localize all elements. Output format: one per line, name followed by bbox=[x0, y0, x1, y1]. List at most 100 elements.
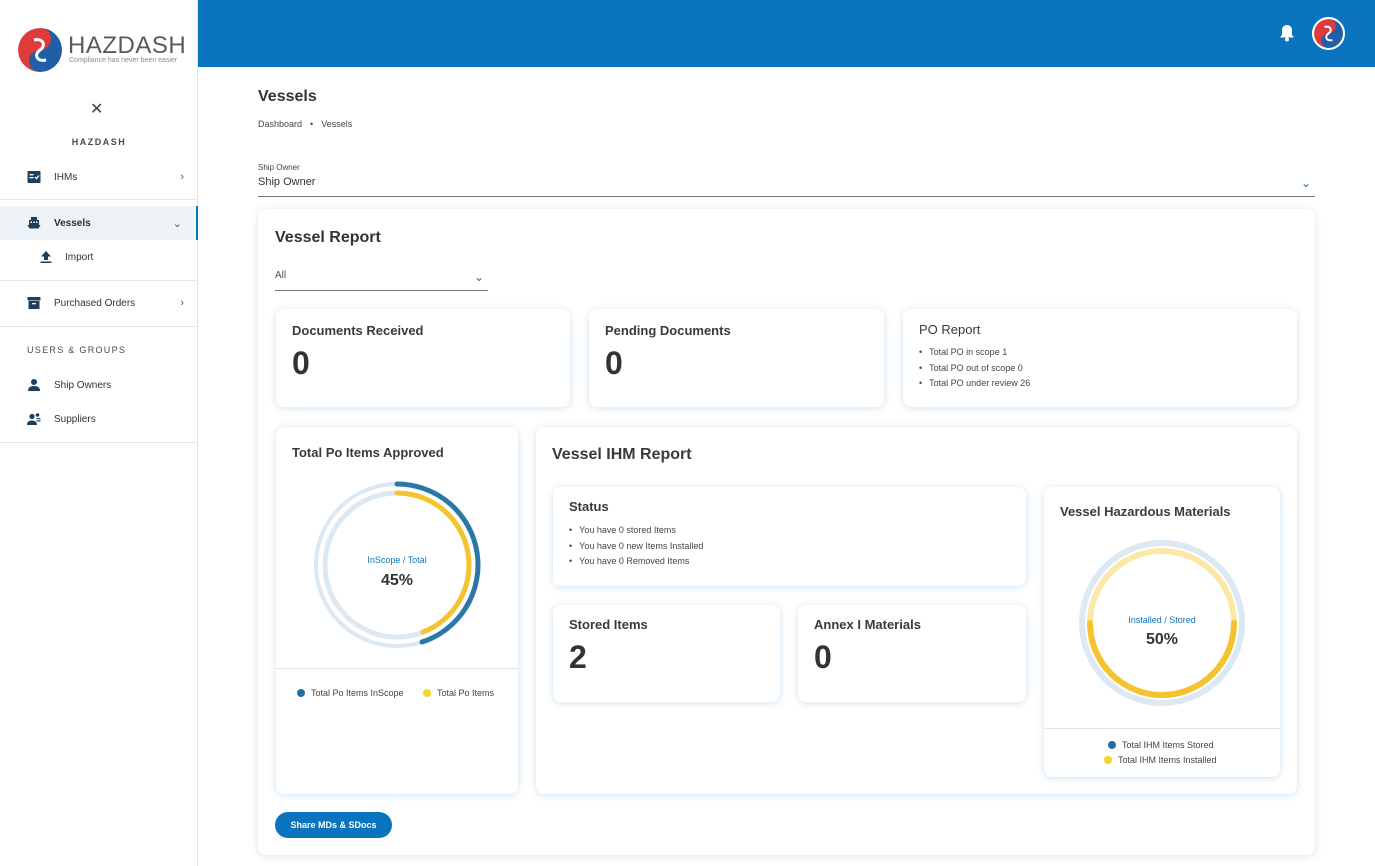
sidebar-divider bbox=[0, 199, 198, 200]
sidebar-divider bbox=[0, 442, 198, 443]
po-report-card: PO Report Total PO in scope 1 Total PO o… bbox=[903, 309, 1297, 407]
legend-dot bbox=[1108, 741, 1116, 749]
ship-owner-select-value: Ship Owner bbox=[258, 176, 316, 188]
breadcrumb-dashboard[interactable]: Dashboard bbox=[258, 119, 303, 129]
donut-track-outer bbox=[1079, 540, 1245, 706]
ship-owner-label: Ship Owner bbox=[258, 163, 300, 172]
chevron-down-icon: ⌄ bbox=[473, 270, 484, 284]
card-title: Vessel IHM Report bbox=[552, 446, 692, 463]
sidebar-item-label: Import bbox=[65, 251, 94, 263]
people-icon bbox=[27, 413, 41, 425]
hazardous-donut bbox=[1079, 540, 1245, 706]
logo-tagline: Compliance has never been easier bbox=[69, 57, 178, 64]
legend-dot bbox=[423, 689, 431, 697]
legend-dot bbox=[297, 689, 305, 697]
donut-center-label: Installed / Stored bbox=[1128, 615, 1196, 625]
card-divider bbox=[276, 668, 518, 669]
po-report-list: Total PO in scope 1 Total PO out of scop… bbox=[919, 345, 1030, 392]
ship-owner-select[interactable]: Ship Owner ⌄ bbox=[258, 176, 1315, 197]
sidebar-item-label: Purchased Orders bbox=[54, 297, 136, 309]
chevron-down-icon: ⌄ bbox=[1300, 176, 1311, 190]
po-items-donut bbox=[314, 481, 481, 648]
bell-icon[interactable] bbox=[1279, 24, 1295, 42]
card-title: Pending Documents bbox=[605, 323, 731, 338]
card-divider bbox=[1044, 728, 1280, 729]
vessel-report-title: Vessel Report bbox=[275, 229, 381, 246]
logo-text: HAZDASH bbox=[68, 32, 187, 59]
avatar[interactable] bbox=[1312, 17, 1345, 50]
donut-arc-total bbox=[394, 490, 472, 635]
card-value: 0 bbox=[292, 345, 310, 381]
chevron-down-icon: ⌄ bbox=[172, 217, 182, 230]
logo-mark-icon bbox=[18, 28, 62, 72]
top-header bbox=[198, 0, 1375, 67]
sidebar-brand-label: HAZDASH bbox=[71, 137, 127, 147]
donut-arc-installed bbox=[1087, 620, 1237, 698]
sidebar-item-ihms[interactable]: IHMs › bbox=[0, 160, 198, 194]
list-item: Total PO in scope 1 bbox=[919, 345, 1030, 361]
card-title: Status bbox=[569, 499, 609, 514]
report-filter-value: All bbox=[275, 270, 287, 281]
checklist-icon bbox=[27, 171, 41, 183]
card-title: Documents Received bbox=[292, 323, 424, 338]
sidebar: HAZDASH Compliance has never been easier… bbox=[0, 0, 198, 866]
list-item: You have 0 new Items Installed bbox=[569, 539, 703, 555]
legend-label: Total Po Items bbox=[437, 688, 495, 698]
chevron-right-icon: › bbox=[180, 171, 184, 183]
card-title: Vessel Hazardous Materials bbox=[1060, 504, 1231, 519]
page-title: Vessels bbox=[258, 88, 317, 105]
list-item: Total PO out of scope 0 bbox=[919, 361, 1030, 377]
breadcrumb: Dashboard • Vessels bbox=[258, 119, 352, 129]
sidebar-item-vessels[interactable]: Vessels ⌄ bbox=[0, 206, 198, 240]
sidebar-item-label: IHMs bbox=[54, 171, 78, 183]
card-value: 0 bbox=[605, 345, 623, 381]
donut-center-label: InScope / Total bbox=[367, 555, 427, 565]
breadcrumb-vessels: Vessels bbox=[321, 119, 353, 129]
sidebar-item-purchased-orders[interactable]: Purchased Orders › bbox=[0, 286, 198, 320]
section-label-users-groups: USERS & GROUPS bbox=[27, 345, 127, 355]
status-list: You have 0 stored Items You have 0 new I… bbox=[569, 523, 703, 570]
documents-received-card: Documents Received 0 bbox=[276, 309, 570, 407]
card-title: Stored Items bbox=[569, 617, 648, 632]
upload-icon bbox=[40, 251, 52, 263]
hazardous-materials-card: Vessel Hazardous Materials Installed / S… bbox=[1044, 487, 1280, 777]
pending-documents-card: Pending Documents 0 bbox=[589, 309, 884, 407]
po-items-approved-card: Total Po Items Approved InScope / Total … bbox=[276, 427, 518, 794]
legend-item-inscope: Total Po Items InScope bbox=[297, 688, 404, 698]
sidebar-item-suppliers[interactable]: Suppliers bbox=[0, 402, 198, 436]
legend-item-installed: Total IHM Items Installed bbox=[1104, 755, 1217, 765]
card-value: 0 bbox=[814, 639, 832, 675]
list-item: You have 0 stored Items bbox=[569, 523, 703, 539]
chevron-right-icon: › bbox=[180, 297, 184, 309]
legend-label: Total Po Items InScope bbox=[311, 688, 404, 698]
list-item: Total PO under review 26 bbox=[919, 376, 1030, 392]
card-title: PO Report bbox=[919, 322, 981, 337]
donut-arc-inscope bbox=[394, 481, 481, 645]
person-icon bbox=[28, 379, 40, 391]
sidebar-item-ship-owners[interactable]: Ship Owners bbox=[0, 368, 198, 402]
donut-center-value: 50% bbox=[1145, 631, 1179, 648]
sidebar-item-import[interactable]: Import bbox=[0, 240, 198, 274]
legend-dot bbox=[1104, 756, 1112, 764]
legend-label: Total IHM Items Stored bbox=[1122, 740, 1214, 750]
card-title: Total Po Items Approved bbox=[292, 445, 444, 460]
ship-icon bbox=[27, 217, 41, 229]
list-item: You have 0 Removed Items bbox=[569, 554, 703, 570]
donut-center-value: 45% bbox=[380, 572, 414, 589]
share-mds-sdocs-button[interactable]: Share MDs & SDocs bbox=[275, 812, 392, 838]
status-card: Status You have 0 stored Items You have … bbox=[553, 487, 1026, 586]
sidebar-item-label: Vessels bbox=[54, 217, 91, 229]
legend-item-total: Total Po Items bbox=[423, 688, 494, 698]
annex-materials-card: Annex I Materials 0 bbox=[798, 605, 1026, 702]
stored-items-card: Stored Items 2 bbox=[553, 605, 780, 702]
sidebar-divider bbox=[0, 326, 198, 327]
legend-item-stored: Total IHM Items Stored bbox=[1108, 740, 1214, 750]
breadcrumb-separator: • bbox=[310, 119, 314, 129]
close-icon[interactable]: ✕ bbox=[90, 101, 104, 118]
archive-icon bbox=[27, 297, 41, 309]
sidebar-item-label: Suppliers bbox=[54, 413, 96, 425]
report-filter-select[interactable]: All ⌄ bbox=[275, 270, 488, 291]
sidebar-item-label: Ship Owners bbox=[54, 379, 112, 391]
sidebar-divider bbox=[0, 280, 198, 281]
card-title: Annex I Materials bbox=[814, 617, 921, 632]
